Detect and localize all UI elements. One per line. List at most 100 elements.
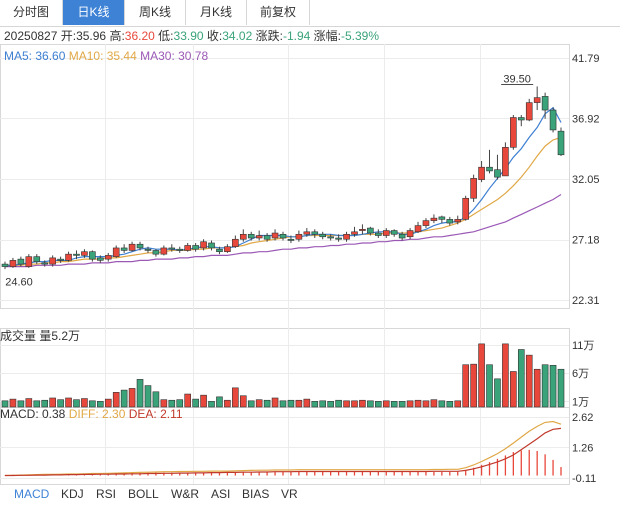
tab-4[interactable]: 前复权	[247, 0, 310, 25]
candle	[25, 254, 33, 268]
volume-bar	[517, 349, 525, 408]
indicator-tab-asi[interactable]: ASI	[211, 487, 231, 501]
candle	[128, 241, 136, 252]
candle	[557, 127, 565, 157]
indicator-tab-macd[interactable]: MACD	[14, 487, 50, 501]
candle-body	[343, 233, 350, 240]
candle-body	[367, 227, 374, 234]
volume-bar	[406, 400, 414, 408]
candle-body	[510, 117, 517, 148]
candle-body	[359, 229, 366, 231]
candle-body	[422, 220, 430, 226]
candle	[510, 115, 517, 150]
tab-3[interactable]: 月K线	[186, 0, 247, 25]
tab-1[interactable]: 日K线	[63, 0, 125, 25]
candle-body	[375, 232, 382, 236]
candle-body	[112, 247, 120, 257]
candle	[97, 255, 104, 263]
candle-body	[517, 117, 525, 121]
volume-bar	[390, 401, 398, 408]
candle-body	[200, 241, 207, 249]
volume-bar	[247, 400, 255, 408]
price-tick-1: 36.92	[572, 114, 600, 126]
candle	[438, 215, 446, 224]
candle	[287, 235, 295, 243]
candle-body	[430, 217, 438, 221]
volume-tick-0: 11万	[572, 340, 594, 352]
candle	[1, 261, 9, 270]
indicator-tab-kdj[interactable]: KDJ	[61, 487, 84, 501]
tab-0[interactable]: 分时图	[0, 0, 63, 25]
candle-body	[446, 219, 454, 224]
volume-bar	[549, 364, 557, 408]
volume-bar	[49, 397, 56, 408]
candle	[295, 230, 303, 242]
candle-body	[398, 233, 406, 239]
candle-body	[454, 219, 462, 223]
candle	[9, 257, 17, 268]
volume-bar	[351, 400, 358, 408]
volume-bar	[81, 398, 88, 408]
candle	[208, 240, 215, 251]
indicator-tab-bias[interactable]: BIAS	[242, 487, 270, 501]
candle	[224, 244, 231, 253]
candle	[136, 241, 144, 251]
candle-body	[478, 166, 485, 180]
candle	[89, 250, 96, 262]
tab-2[interactable]: 周K线	[125, 0, 186, 25]
macd-panel-frame	[0, 407, 570, 485]
ma30-line	[5, 193, 562, 268]
candle-body	[335, 237, 342, 240]
ma-legend: MA5: 36.60 MA10: 35.44 MA30: 30.78	[4, 49, 208, 63]
candle-body	[41, 262, 49, 265]
volume-bar	[97, 401, 104, 408]
candle-body	[192, 245, 199, 250]
volume-bar	[89, 400, 96, 408]
candle	[343, 231, 350, 242]
candle	[176, 246, 184, 253]
candle	[422, 218, 430, 229]
candle-body	[533, 97, 541, 103]
candle-body	[144, 248, 152, 251]
volume-bar	[382, 400, 390, 408]
volume-bar	[303, 398, 311, 408]
indicator-tab-vr[interactable]: VR	[281, 487, 298, 501]
volume-bar	[541, 364, 549, 408]
indicator-tab-wr[interactable]: W&R	[171, 487, 199, 501]
candle	[517, 115, 525, 127]
candle	[367, 226, 374, 236]
candle	[41, 260, 49, 267]
candle-body	[247, 233, 255, 239]
volume-bar	[454, 400, 462, 408]
candle	[120, 244, 128, 253]
quote-line: 20250827 开:35.96 高:36.20 低:33.90 收:34.02…	[4, 28, 379, 43]
indicator-tab-rsi[interactable]: RSI	[96, 487, 117, 501]
volume-label: 成交量 量5.2万	[0, 328, 80, 343]
candle	[271, 229, 279, 241]
volume-bar	[144, 385, 152, 408]
candle	[104, 252, 112, 262]
volume-bar	[462, 364, 469, 408]
candle-body	[25, 256, 33, 267]
volume-bar	[65, 397, 72, 408]
candle-body	[287, 238, 295, 241]
candle	[406, 228, 414, 240]
candle	[335, 234, 342, 242]
candle	[57, 256, 64, 263]
volume-bar	[184, 393, 191, 408]
candle-body	[390, 230, 398, 235]
volume-bar	[255, 399, 263, 408]
volume-bar	[486, 364, 493, 408]
candle	[462, 195, 469, 221]
candle	[112, 245, 120, 258]
candle-body	[33, 256, 41, 262]
chart-tabs: 分时图 日K线 周K线 月K线 前复权	[0, 0, 620, 27]
ma10-line	[5, 136, 562, 266]
candle-body	[279, 233, 287, 239]
volume-bar	[510, 371, 517, 408]
candle	[263, 233, 271, 242]
volume-bar	[33, 400, 41, 408]
volume-tick-1: 6万	[572, 368, 589, 380]
indicator-tab-boll[interactable]: BOLL	[128, 487, 159, 501]
candle-body	[152, 250, 160, 255]
